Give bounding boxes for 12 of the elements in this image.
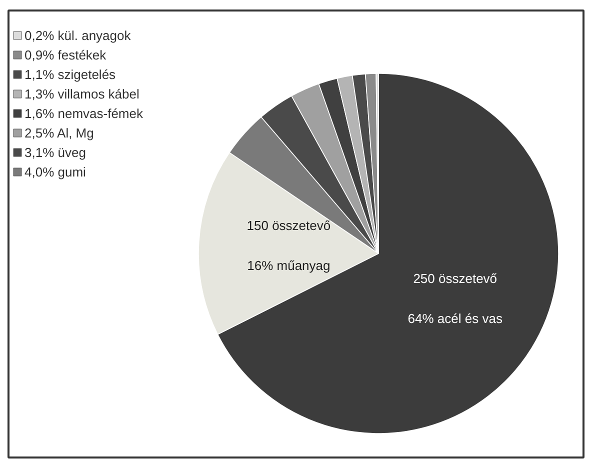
text: 150 összetevő <box>246 218 331 234</box>
legend-label: 1,6% nemvas-fémek <box>24 106 144 121</box>
legend-label: 1,3% villamos kábel <box>24 86 140 102</box>
legend-label: 1,1% szigetelés <box>24 67 116 82</box>
legend-label: 0,2% kül. anyagok <box>24 28 132 43</box>
slice-label: 64% acél és vas <box>408 311 503 326</box>
text: 250 összetevő <box>413 271 498 286</box>
legend-label: 2,5% Al, Mg <box>24 126 94 140</box>
slice-label: 16% műanyag <box>247 258 330 274</box>
legend-label: 0,9% festékek <box>24 48 107 62</box>
legend-label: 3,1% üveg <box>24 145 86 160</box>
legend-label: 4,0% gumi <box>24 164 86 180</box>
